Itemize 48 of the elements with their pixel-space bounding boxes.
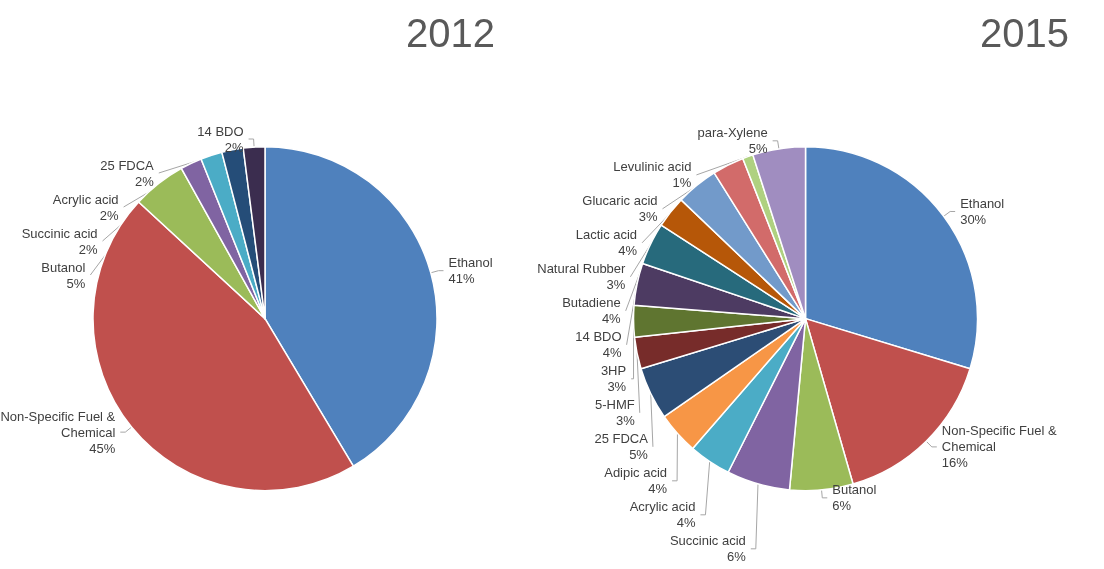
- slice-label: Succinic acid: [21, 225, 98, 241]
- slice-label: Glucaric acid: [582, 193, 658, 209]
- slice-label: Adipic acid: [604, 465, 668, 481]
- chart-title: 2015: [980, 11, 1069, 55]
- slice-label: Butanol: [41, 259, 86, 275]
- data-label: 2%: [99, 207, 120, 223]
- slice-label: Butadiene: [562, 295, 621, 311]
- slice-label: para-Xylene: [697, 125, 768, 141]
- data-label: 3%: [615, 413, 636, 429]
- data-label: 30%: [960, 211, 987, 227]
- data-label: 3%: [607, 379, 627, 395]
- data-label: 41%: [448, 271, 475, 287]
- data-label: 4%: [648, 481, 668, 497]
- data-label: 4%: [602, 345, 623, 361]
- slice-label: Natural Rubber: [537, 261, 627, 277]
- data-label: 2%: [134, 173, 155, 189]
- data-label: 3%: [638, 209, 658, 225]
- slice-label: Ethanol: [960, 195, 1005, 211]
- slice-label: Non-Specific Fuel & Chemical: [0, 408, 116, 440]
- slice-label: Ethanol: [448, 255, 493, 271]
- slice-label: Succinic acid: [669, 533, 746, 549]
- slice-label: 25 FDCA: [100, 157, 155, 173]
- data-label: 1%: [672, 175, 692, 191]
- slice-label: Lactic acid: [575, 227, 638, 243]
- data-label: 16%: [941, 455, 969, 471]
- slice-label: Acrylic acid: [52, 191, 119, 207]
- data-label: 5%: [66, 275, 86, 291]
- data-label: 6%: [832, 498, 852, 514]
- data-label: 4%: [601, 311, 622, 327]
- data-label: 6%: [726, 549, 747, 565]
- slice-label: Acrylic acid: [629, 499, 696, 515]
- slice-label: 25 FDCA: [594, 431, 649, 447]
- slice-label: Levulinic acid: [613, 159, 692, 175]
- data-label: 5%: [748, 141, 769, 157]
- data-label: 4%: [676, 515, 696, 531]
- slice-label: Butanol: [832, 482, 877, 498]
- data-label: 45%: [89, 440, 116, 456]
- data-label: 5%: [629, 447, 649, 463]
- data-label: 3%: [606, 277, 626, 293]
- slice-label: Non-Specific Fuel & Chemical: [941, 423, 1058, 455]
- slice-label: 5-HMF: [595, 397, 635, 413]
- data-label: 2%: [78, 241, 98, 257]
- slice-label: 14 BDO: [575, 329, 622, 345]
- slice-label: 14 BDO: [197, 123, 244, 139]
- data-label: 4%: [618, 243, 638, 259]
- slice-label: 3HP: [600, 363, 627, 379]
- data-label: 2%: [224, 139, 245, 155]
- chart-title: 2012: [406, 11, 495, 55]
